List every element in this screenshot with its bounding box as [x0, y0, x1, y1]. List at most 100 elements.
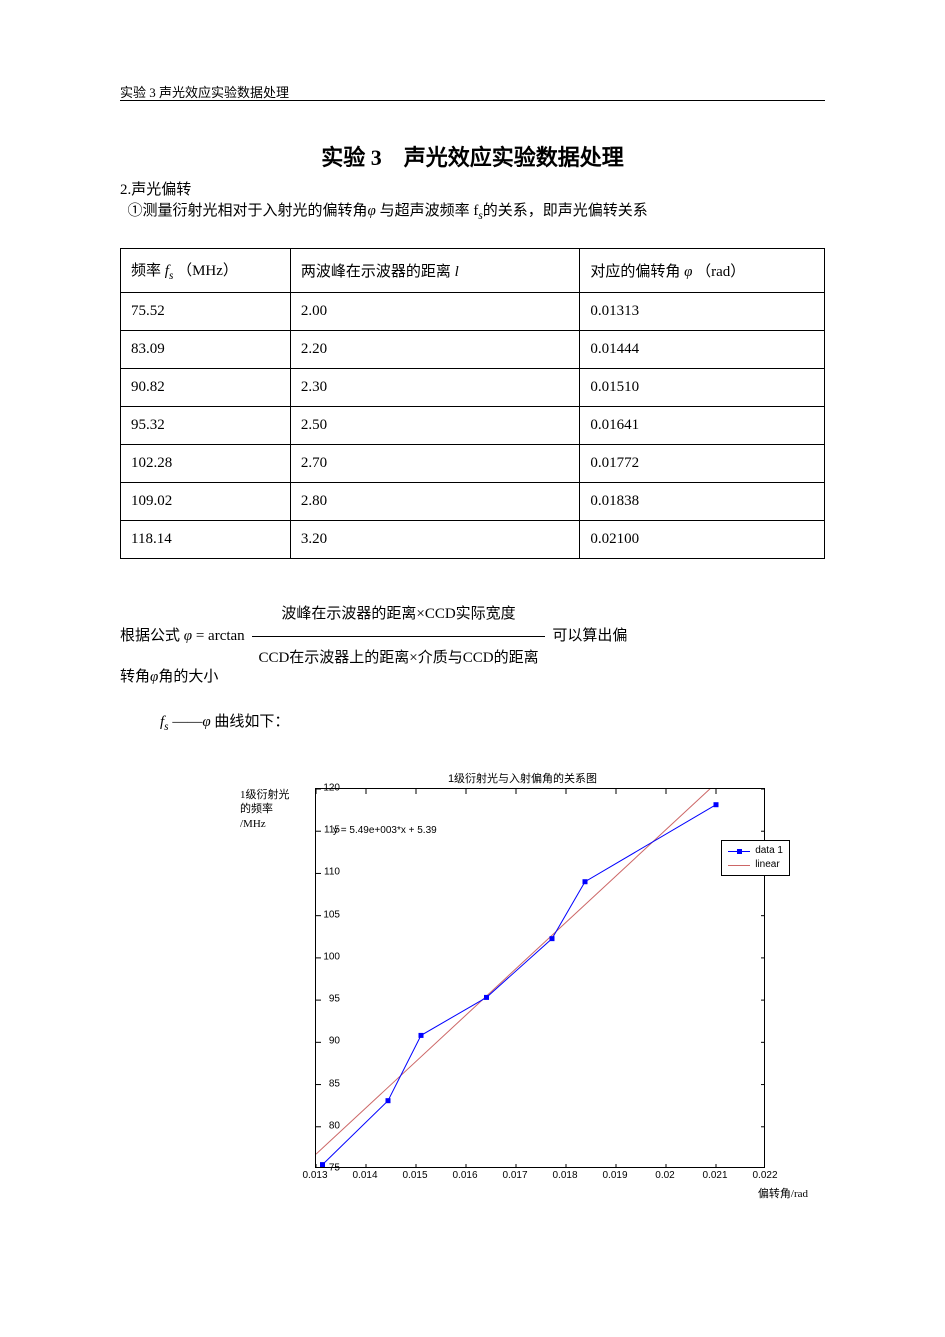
- chart-ylabel-b: 的频率: [240, 803, 273, 815]
- formula-numerator: 波峰在示波器的距离×CCD实际宽度: [252, 595, 544, 637]
- th-angle-unit: （rad）: [696, 264, 745, 280]
- chart-ylabel-c: /MHz: [240, 818, 266, 830]
- formula-line3: fs ——φ 曲线如下：: [160, 710, 289, 733]
- table-cell: 83.09: [121, 331, 291, 369]
- table-cell: 0.01510: [580, 369, 825, 407]
- desc-suffix: 的关系，即声光偏转关系: [483, 203, 648, 219]
- table-cell: 90.82: [121, 369, 291, 407]
- legend-data1-label: data 1: [755, 844, 783, 858]
- th-distance-symbol: l: [455, 264, 459, 280]
- formula-phi: φ: [184, 628, 192, 644]
- desc-phi: φ: [368, 203, 376, 219]
- data-table: 频率 fs （MHz） 两波峰在示波器的距离 l 对应的偏转角 φ （rad） …: [120, 248, 825, 559]
- formula-line3-mid: ——: [172, 714, 202, 730]
- table-cell: 75.52: [121, 293, 291, 331]
- legend-linear: linear: [728, 858, 783, 872]
- xtick-label: 0.022: [752, 1170, 777, 1181]
- chart-legend: data 1 linear: [721, 840, 790, 876]
- legend-linear-swatch: [728, 865, 750, 866]
- th-angle-symbol: φ: [684, 264, 692, 280]
- table-cell: 102.28: [121, 445, 291, 483]
- table-cell: 2.00: [290, 293, 580, 331]
- chart-plot-area: [315, 788, 765, 1168]
- table-row: 90.822.300.01510: [121, 369, 825, 407]
- table-cell: 95.32: [121, 407, 291, 445]
- table-cell: 0.02100: [580, 521, 825, 559]
- xtick-label: 0.018: [552, 1170, 577, 1181]
- formula-line3-b: 曲线如下：: [211, 714, 290, 730]
- ytick-label: 115: [324, 825, 340, 836]
- th-frequency-unit: （MHz）: [177, 263, 238, 279]
- chart-xlabel: 偏转角/rad: [758, 1185, 808, 1201]
- ytick-label: 120: [323, 783, 340, 794]
- ytick-label: 90: [329, 1036, 340, 1047]
- ytick-label: 75: [329, 1163, 340, 1174]
- legend-data1: data 1: [728, 844, 783, 858]
- th-angle: 对应的偏转角 φ （rad）: [580, 249, 825, 293]
- table-cell: 0.01444: [580, 331, 825, 369]
- table-cell: 0.01838: [580, 483, 825, 521]
- legend-data1-swatch: [728, 851, 750, 852]
- chart-svg: [316, 789, 764, 1167]
- chart-ylabel: 1级衍射光 的频率 /MHz: [240, 788, 290, 831]
- ytick-label: 110: [324, 867, 340, 878]
- table-cell: 2.80: [290, 483, 580, 521]
- xtick-label: 0.013: [302, 1170, 327, 1181]
- table-cell: 0.01641: [580, 407, 825, 445]
- legend-linear-label: linear: [755, 858, 779, 872]
- xtick-label: 0.017: [502, 1170, 527, 1181]
- table-header-row: 频率 fs （MHz） 两波峰在示波器的距离 l 对应的偏转角 φ （rad）: [121, 249, 825, 293]
- ytick-label: 80: [329, 1120, 340, 1131]
- formula-line2-b: 角的大小: [158, 669, 218, 685]
- formula-line2-a: 转角: [120, 669, 150, 685]
- th-frequency: 频率 fs （MHz）: [121, 249, 291, 293]
- table-row: 109.022.800.01838: [121, 483, 825, 521]
- xtick-label: 0.019: [602, 1170, 627, 1181]
- th-frequency-sub: s: [169, 270, 173, 282]
- table-cell: 2.20: [290, 331, 580, 369]
- table-cell: 2.50: [290, 407, 580, 445]
- table-row: 83.092.200.01444: [121, 331, 825, 369]
- document-title: 实验 3 声光效应实验数据处理: [120, 140, 825, 172]
- ytick-label: 105: [323, 909, 340, 920]
- table-cell: 3.20: [290, 521, 580, 559]
- ytick-label: 100: [323, 951, 340, 962]
- desc-prefix: ①测量衍射光相对于入射光的偏转角: [128, 203, 368, 219]
- formula-tail: 可以算出偏: [549, 628, 628, 644]
- table-row: 75.522.000.01313: [121, 293, 825, 331]
- header-rule: [120, 100, 825, 101]
- title-exp-label: 实验 3: [321, 145, 382, 170]
- table-row: 95.322.500.01641: [121, 407, 825, 445]
- table-row: 102.282.700.01772: [121, 445, 825, 483]
- table-row: 118.143.200.02100: [121, 521, 825, 559]
- running-header: 实验 3 声光效应实验数据处理: [120, 82, 289, 101]
- chart-container: 1级衍射光与入射偏角的关系图 1级衍射光 的频率 /MHz y = 5.49e+…: [245, 770, 800, 1210]
- formula-line2: 转角φ角的大小: [120, 665, 218, 686]
- ytick-label: 95: [329, 994, 340, 1005]
- section-description: ①测量衍射光相对于入射光的偏转角φ 与超声波频率 fs的关系，即声光偏转关系: [120, 200, 825, 225]
- table-cell: 0.01313: [580, 293, 825, 331]
- chart-equation: y = 5.49e+003*x + 5.39: [333, 825, 437, 836]
- table-cell: 0.01772: [580, 445, 825, 483]
- formula-denominator: CCD在示波器上的距离×介质与CCD的距离: [252, 637, 544, 678]
- formula-fraction: 波峰在示波器的距离×CCD实际宽度 CCD在示波器上的距离×介质与CCD的距离: [252, 595, 544, 678]
- formula-block: 根据公式 φ = arctan 波峰在示波器的距离×CCD实际宽度 CCD在示波…: [120, 595, 825, 678]
- xtick-label: 0.015: [402, 1170, 427, 1181]
- xtick-label: 0.014: [352, 1170, 377, 1181]
- formula-line3-phi: φ: [202, 714, 210, 730]
- xtick-label: 0.021: [702, 1170, 727, 1181]
- xtick-label: 0.02: [655, 1170, 674, 1181]
- th-distance-label: 两波峰在示波器的距离: [301, 264, 451, 280]
- th-angle-label: 对应的偏转角: [590, 264, 680, 280]
- table-cell: 109.02: [121, 483, 291, 521]
- table-cell: 2.30: [290, 369, 580, 407]
- xtick-label: 0.016: [452, 1170, 477, 1181]
- formula-eq: = arctan: [192, 628, 248, 644]
- ytick-label: 85: [329, 1078, 340, 1089]
- table-cell: 118.14: [121, 521, 291, 559]
- th-distance: 两波峰在示波器的距离 l: [290, 249, 580, 293]
- chart-ylabel-a: 1级衍射光: [240, 789, 290, 801]
- th-frequency-label: 频率: [131, 263, 161, 279]
- section-subhead: 2.声光偏转: [120, 178, 191, 199]
- title-main: 声光效应实验数据处理: [404, 145, 624, 170]
